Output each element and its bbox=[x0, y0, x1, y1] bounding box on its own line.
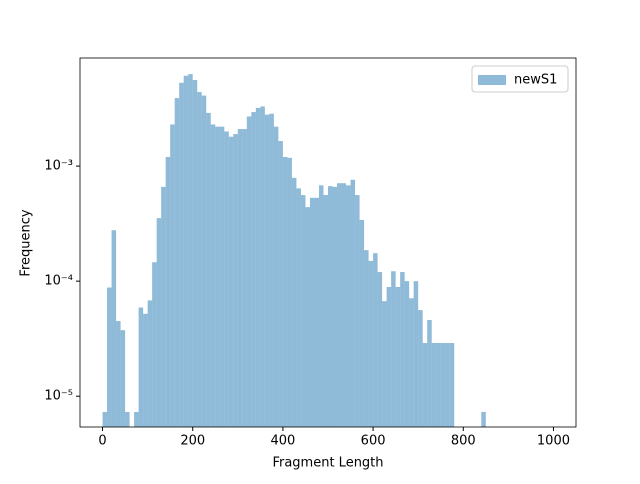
bar bbox=[427, 319, 432, 427]
bar bbox=[255, 107, 261, 427]
bar bbox=[206, 112, 211, 427]
bar bbox=[174, 98, 180, 427]
bar bbox=[318, 185, 324, 427]
bar bbox=[179, 82, 184, 427]
bar bbox=[287, 157, 292, 427]
legend-frame bbox=[471, 65, 569, 93]
bar bbox=[373, 253, 378, 427]
bar bbox=[449, 343, 455, 427]
y-tick-label: 10⁻³ bbox=[44, 159, 73, 174]
bar bbox=[350, 179, 356, 427]
bar bbox=[215, 126, 220, 428]
bar bbox=[409, 298, 414, 427]
bar bbox=[224, 131, 229, 427]
bar bbox=[273, 126, 279, 428]
bar bbox=[445, 343, 450, 427]
bar bbox=[346, 185, 351, 427]
bar bbox=[355, 195, 360, 427]
bar bbox=[156, 218, 162, 427]
bar bbox=[296, 188, 301, 427]
bar bbox=[391, 271, 396, 427]
x-tick-label: 1000 bbox=[537, 434, 570, 449]
bar bbox=[395, 286, 401, 427]
bar bbox=[102, 411, 108, 427]
x-tick-label: 200 bbox=[180, 434, 205, 449]
bar bbox=[165, 156, 171, 427]
bar bbox=[197, 92, 202, 427]
bar bbox=[413, 281, 419, 427]
bar bbox=[440, 343, 446, 427]
bar bbox=[377, 272, 383, 427]
bar bbox=[328, 186, 333, 427]
legend-label: newS1 bbox=[514, 73, 557, 88]
bar bbox=[341, 183, 347, 427]
bar bbox=[309, 197, 315, 427]
bar bbox=[332, 186, 338, 427]
bar bbox=[300, 195, 306, 427]
bar bbox=[242, 129, 247, 428]
y-axis-label: Frequency bbox=[19, 209, 34, 276]
bar bbox=[364, 250, 369, 427]
bar bbox=[278, 141, 283, 427]
bar bbox=[183, 75, 189, 427]
bar bbox=[323, 195, 328, 427]
bar bbox=[125, 411, 130, 427]
bar bbox=[219, 126, 225, 428]
bar bbox=[147, 300, 153, 427]
bar bbox=[134, 411, 139, 427]
x-tick-label: 800 bbox=[451, 434, 476, 449]
bar bbox=[386, 286, 392, 427]
x-tick-label: 400 bbox=[270, 434, 295, 449]
bar bbox=[418, 310, 423, 427]
x-axis-label: Fragment Length bbox=[272, 456, 383, 471]
bar bbox=[120, 330, 126, 427]
plot-frame bbox=[79, 57, 577, 428]
bar bbox=[260, 106, 265, 427]
bar bbox=[152, 262, 157, 427]
bar bbox=[237, 129, 243, 428]
bar bbox=[107, 287, 112, 427]
bar bbox=[359, 220, 365, 427]
bar bbox=[382, 301, 387, 427]
bar bbox=[210, 124, 216, 427]
bar bbox=[431, 343, 437, 427]
bar bbox=[116, 321, 121, 427]
bar bbox=[422, 343, 428, 427]
bar bbox=[246, 116, 252, 427]
legend-swatch bbox=[478, 75, 506, 85]
bar bbox=[400, 272, 405, 427]
bar bbox=[143, 313, 148, 427]
bar bbox=[269, 113, 274, 428]
bar bbox=[282, 156, 288, 427]
bar bbox=[188, 74, 193, 427]
bar bbox=[201, 95, 207, 428]
bar bbox=[314, 197, 319, 427]
bar bbox=[291, 177, 297, 427]
y-tick-label: 10⁻⁴ bbox=[44, 274, 73, 289]
bar bbox=[368, 260, 374, 427]
bar bbox=[251, 112, 256, 427]
bar bbox=[481, 411, 486, 427]
bar bbox=[404, 281, 410, 427]
x-tick-label: 0 bbox=[98, 434, 106, 449]
bar bbox=[305, 207, 310, 427]
bar bbox=[138, 307, 144, 427]
bar bbox=[228, 136, 234, 427]
bar bbox=[111, 230, 117, 427]
x-tick-label: 600 bbox=[361, 434, 386, 449]
bar bbox=[170, 124, 175, 427]
bar bbox=[192, 80, 198, 428]
bar bbox=[233, 134, 238, 427]
bar bbox=[161, 186, 166, 427]
bar bbox=[436, 343, 441, 427]
bar bbox=[337, 183, 342, 427]
bar bbox=[264, 114, 270, 427]
y-tick-label: 10⁻⁵ bbox=[44, 389, 73, 404]
